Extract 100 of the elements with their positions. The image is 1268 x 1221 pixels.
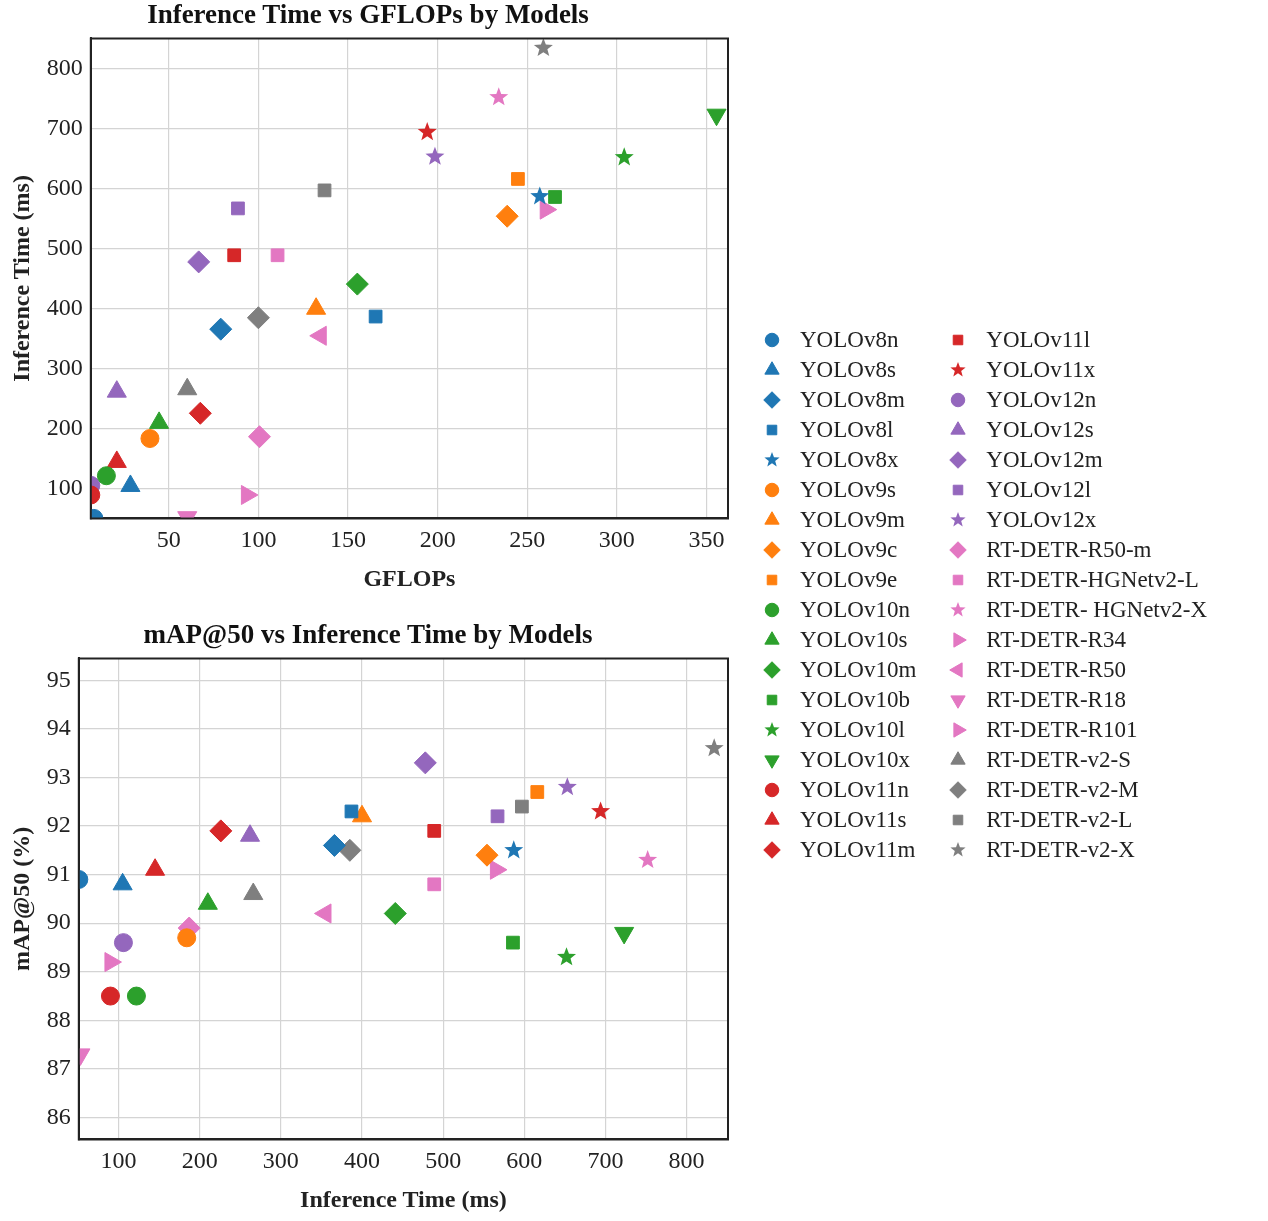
legend-label: RT-DETR-v2-S: [986, 747, 1131, 773]
point: [638, 850, 658, 869]
point: [270, 248, 285, 263]
x-tick-label: 500: [425, 1147, 462, 1174]
point: [126, 986, 146, 1006]
point: [427, 877, 442, 892]
y-tick-label: 200: [46, 414, 83, 441]
point: [548, 190, 562, 204]
y-tick-label: 100: [46, 474, 83, 501]
y-tick-label: 90: [46, 908, 71, 935]
x-tick-label: 100: [240, 526, 277, 553]
y-tick-label: 800: [46, 53, 83, 80]
x-tick-label: 400: [344, 1147, 381, 1174]
point: [140, 429, 160, 448]
y-tick-label: 94: [46, 714, 71, 741]
point: [614, 147, 634, 166]
legend-label: YOLOv12m: [986, 447, 1103, 473]
legend-label: YOLOv12s: [986, 417, 1094, 443]
legend-label: RT-DETR-HGNetv2-L: [986, 567, 1199, 593]
x-tick-label: 50: [156, 526, 181, 553]
chart-title: mAP@50 vs Inference Time by Models: [143, 619, 593, 650]
x-axis-title: Inference Time (ms): [300, 1185, 507, 1212]
legend-label: YOLOv10x: [800, 747, 910, 773]
point: [227, 248, 242, 263]
chart-title: Inference Time vs GFLOPs by Models: [147, 0, 589, 30]
point: [427, 824, 442, 838]
point: [113, 933, 133, 953]
legend-label: YOLOv8m: [800, 387, 905, 413]
x-axis-title: GFLOPs: [363, 564, 456, 591]
legend-label: YOLOv11m: [800, 837, 916, 863]
x-tick-label: 200: [419, 526, 456, 553]
x-tick-label: 300: [598, 526, 635, 553]
legend-label: YOLOv8l: [800, 417, 894, 443]
x-tick-label: 700: [587, 1147, 624, 1174]
point: [417, 122, 437, 141]
point: [100, 986, 120, 1006]
point: [247, 425, 271, 449]
legend-label: YOLOv10s: [800, 627, 908, 653]
legend-label: YOLOv12l: [986, 477, 1092, 503]
point: [511, 172, 525, 186]
legend-label: YOLOv10b: [800, 687, 910, 713]
legend-label: YOLOv11l: [986, 327, 1091, 353]
point: [322, 833, 346, 857]
legend-label: RT-DETR-R34: [986, 627, 1126, 653]
legend-label: YOLOv9m: [800, 507, 905, 533]
point: [530, 186, 550, 205]
legend-label: YOLOv11n: [800, 777, 910, 803]
point: [317, 183, 332, 198]
legend-label: YOLOv12n: [986, 387, 1097, 413]
point: [209, 819, 233, 843]
x-tick-label: 800: [668, 1147, 705, 1174]
point: [515, 799, 529, 814]
legend-label: YOLOv8s: [800, 357, 896, 383]
point: [425, 146, 445, 165]
legend-label: RT-DETR-v2-M: [986, 777, 1139, 803]
point: [368, 309, 383, 324]
point: [704, 738, 724, 757]
legend-label: YOLOv8x: [800, 447, 899, 473]
legend-label: RT-DETR-R18: [986, 687, 1126, 713]
point: [383, 901, 407, 925]
y-tick-label: 91: [46, 859, 71, 886]
y-tick-label: 300: [46, 354, 83, 381]
y-tick-label: 700: [46, 113, 83, 140]
point: [489, 87, 509, 106]
y-tick-label: 87: [46, 1054, 71, 1081]
point: [504, 840, 524, 859]
x-tick-label: 600: [506, 1147, 543, 1174]
point: [475, 843, 499, 867]
legend-label: YOLOv9e: [800, 567, 898, 593]
legend-label: YOLOv12x: [986, 507, 1097, 533]
point: [344, 804, 359, 819]
x-tick-label: 200: [181, 1147, 218, 1174]
point: [188, 401, 212, 425]
x-tick-label: 300: [262, 1147, 299, 1174]
point: [413, 751, 437, 775]
point: [96, 466, 116, 486]
legend-label: YOLOv10m: [800, 657, 917, 683]
x-tick-label: 350: [688, 526, 725, 553]
point: [209, 317, 233, 341]
point: [533, 38, 553, 57]
y-axis-title: Inference Time (ms): [7, 175, 34, 382]
legend-label: RT-DETR-R50-m: [986, 537, 1152, 563]
legend-label: YOLOv11x: [986, 357, 1096, 383]
point: [495, 204, 519, 228]
point: [506, 935, 520, 950]
legend-label: YOLOv11s: [800, 807, 907, 833]
legend-label: YOLOv9c: [800, 537, 898, 563]
legend-label: RT-DETR-v2-X: [986, 837, 1135, 863]
y-tick-label: 92: [46, 811, 71, 838]
point: [490, 809, 505, 824]
x-tick-label: 250: [509, 526, 546, 553]
point: [246, 306, 270, 330]
legend-label: YOLOv10l: [800, 717, 905, 743]
x-tick-label: 150: [330, 526, 367, 553]
legend-label: RT-DETR-v2-L: [986, 807, 1133, 833]
y-axis-title: mAP@50 (%): [7, 826, 35, 972]
legend-label: YOLOv9s: [800, 477, 896, 503]
point: [557, 777, 577, 796]
y-tick-label: 86: [46, 1102, 71, 1129]
legend-label: RT-DETR- HGNetv2-X: [986, 597, 1207, 623]
